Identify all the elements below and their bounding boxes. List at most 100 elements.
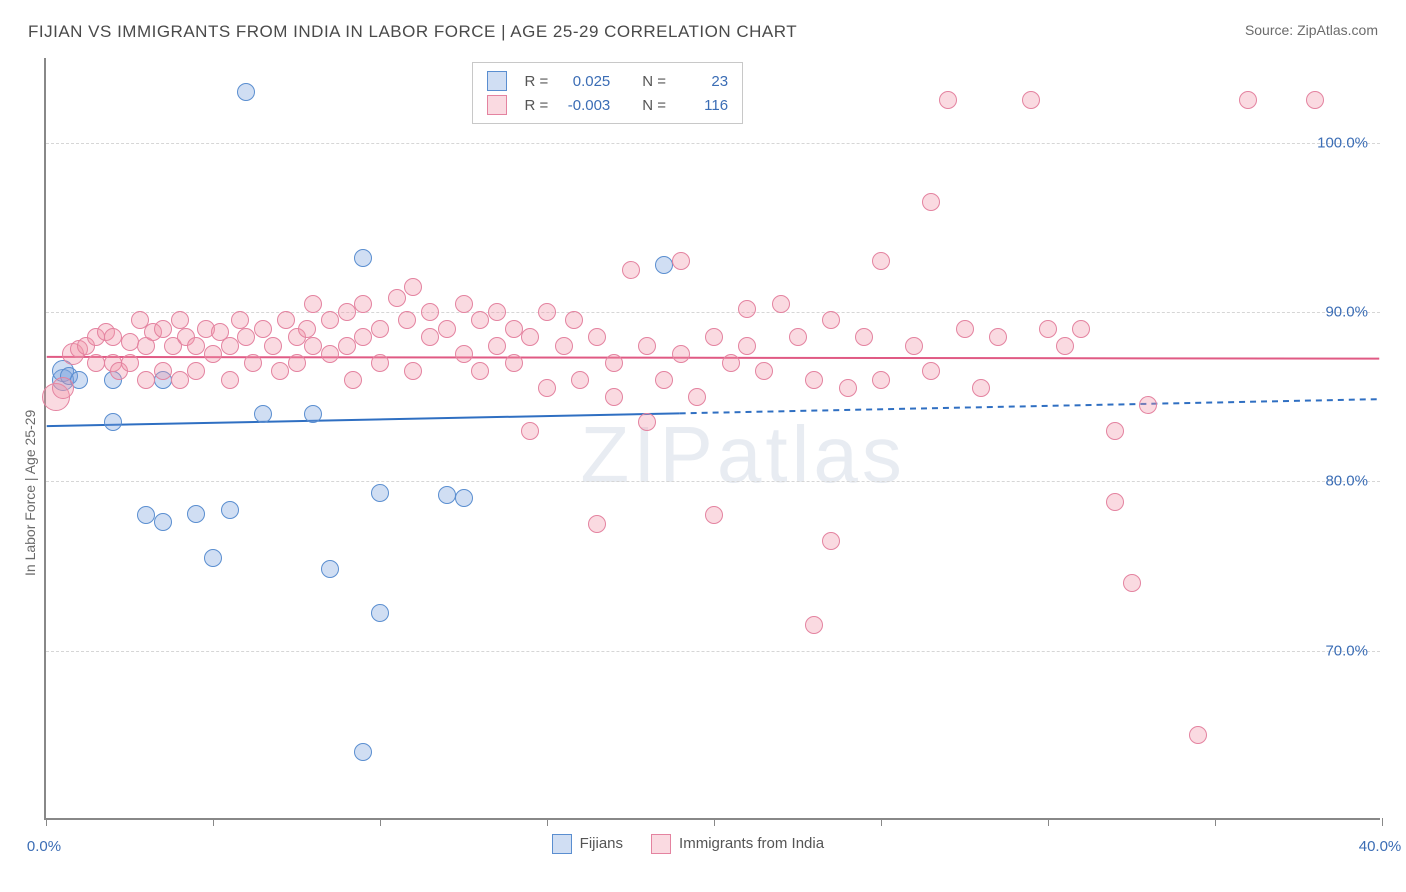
data-point-india (104, 328, 122, 346)
data-point-india (221, 337, 239, 355)
legend-item-fijians: Fijians (552, 834, 623, 854)
data-point-india (672, 345, 690, 363)
data-point-india (204, 345, 222, 363)
data-point-india (488, 337, 506, 355)
data-point-india (521, 328, 539, 346)
watermark: ZIPatlas (580, 409, 905, 501)
data-point-india (922, 362, 940, 380)
data-point-india (321, 311, 339, 329)
data-point-fijians (137, 506, 155, 524)
data-point-india (638, 413, 656, 431)
data-point-india (755, 362, 773, 380)
data-point-india (321, 345, 339, 363)
data-point-india (822, 532, 840, 550)
data-point-fijians (371, 484, 389, 502)
gridline (46, 481, 1380, 482)
data-point-fijians (237, 83, 255, 101)
trend-line-fijians (47, 413, 680, 426)
x-tick (46, 818, 47, 826)
data-point-fijians (455, 489, 473, 507)
data-point-india (805, 616, 823, 634)
data-point-india (137, 371, 155, 389)
data-point-fijians (304, 405, 322, 423)
data-point-india (455, 295, 473, 313)
x-tick-label: 0.0% (27, 838, 61, 855)
x-tick (1215, 818, 1216, 826)
data-point-india (805, 371, 823, 389)
data-point-india (87, 354, 105, 372)
data-point-india (187, 337, 205, 355)
data-point-fijians (104, 413, 122, 431)
data-point-india (231, 311, 249, 329)
data-point-india (271, 362, 289, 380)
data-point-india (455, 345, 473, 363)
x-tick (380, 818, 381, 826)
data-point-india (237, 328, 255, 346)
data-point-india (1106, 493, 1124, 511)
data-point-india (738, 337, 756, 355)
data-point-india (438, 320, 456, 338)
data-point-india (588, 515, 606, 533)
data-point-india (388, 289, 406, 307)
y-tick-label: 80.0% (1325, 473, 1368, 490)
swatch-icon (651, 834, 671, 854)
data-point-fijians (354, 743, 372, 761)
data-point-india (855, 328, 873, 346)
data-point-fijians (254, 405, 272, 423)
data-point-india (1072, 320, 1090, 338)
legend-label: Fijians (580, 835, 623, 852)
data-point-india (1039, 320, 1057, 338)
data-point-india (638, 337, 656, 355)
x-tick (1382, 818, 1383, 826)
x-tick (213, 818, 214, 826)
data-point-india (121, 333, 139, 351)
x-tick (547, 818, 548, 826)
y-tick-label: 70.0% (1325, 642, 1368, 659)
data-point-fijians (655, 256, 673, 274)
x-tick (881, 818, 882, 826)
gridline (46, 651, 1380, 652)
data-point-india (538, 379, 556, 397)
data-point-fijians (221, 501, 239, 519)
data-point-india (187, 362, 205, 380)
data-point-india (571, 371, 589, 389)
data-point-india (52, 377, 74, 399)
data-point-india (605, 354, 623, 372)
data-point-india (371, 320, 389, 338)
data-point-india (605, 388, 623, 406)
data-point-india (939, 91, 957, 109)
data-point-india (264, 337, 282, 355)
data-point-india (154, 362, 172, 380)
data-point-india (171, 371, 189, 389)
data-point-india (338, 303, 356, 321)
data-point-india (244, 354, 262, 372)
data-point-india (488, 303, 506, 321)
data-point-fijians (438, 486, 456, 504)
data-point-india (588, 328, 606, 346)
data-point-india (471, 311, 489, 329)
legend-label: Immigrants from India (679, 835, 824, 852)
data-point-india (789, 328, 807, 346)
data-point-india (622, 261, 640, 279)
data-point-india (688, 388, 706, 406)
data-point-india (922, 193, 940, 211)
data-point-india (839, 379, 857, 397)
data-point-india (304, 337, 322, 355)
y-tick-label: 90.0% (1325, 304, 1368, 321)
data-point-fijians (204, 549, 222, 567)
data-point-india (705, 328, 723, 346)
data-point-india (1022, 91, 1040, 109)
source-label: Source: ZipAtlas.com (1245, 22, 1378, 38)
data-point-india (538, 303, 556, 321)
data-point-india (1306, 91, 1324, 109)
trend-line-fijians-dashed (680, 399, 1380, 413)
data-point-india (404, 362, 422, 380)
data-point-india (738, 300, 756, 318)
gridline (46, 143, 1380, 144)
data-point-india (154, 320, 172, 338)
data-point-fijians (354, 249, 372, 267)
data-point-india (1056, 337, 1074, 355)
swatch-icon (487, 95, 507, 115)
data-point-india (672, 252, 690, 270)
data-point-india (471, 362, 489, 380)
